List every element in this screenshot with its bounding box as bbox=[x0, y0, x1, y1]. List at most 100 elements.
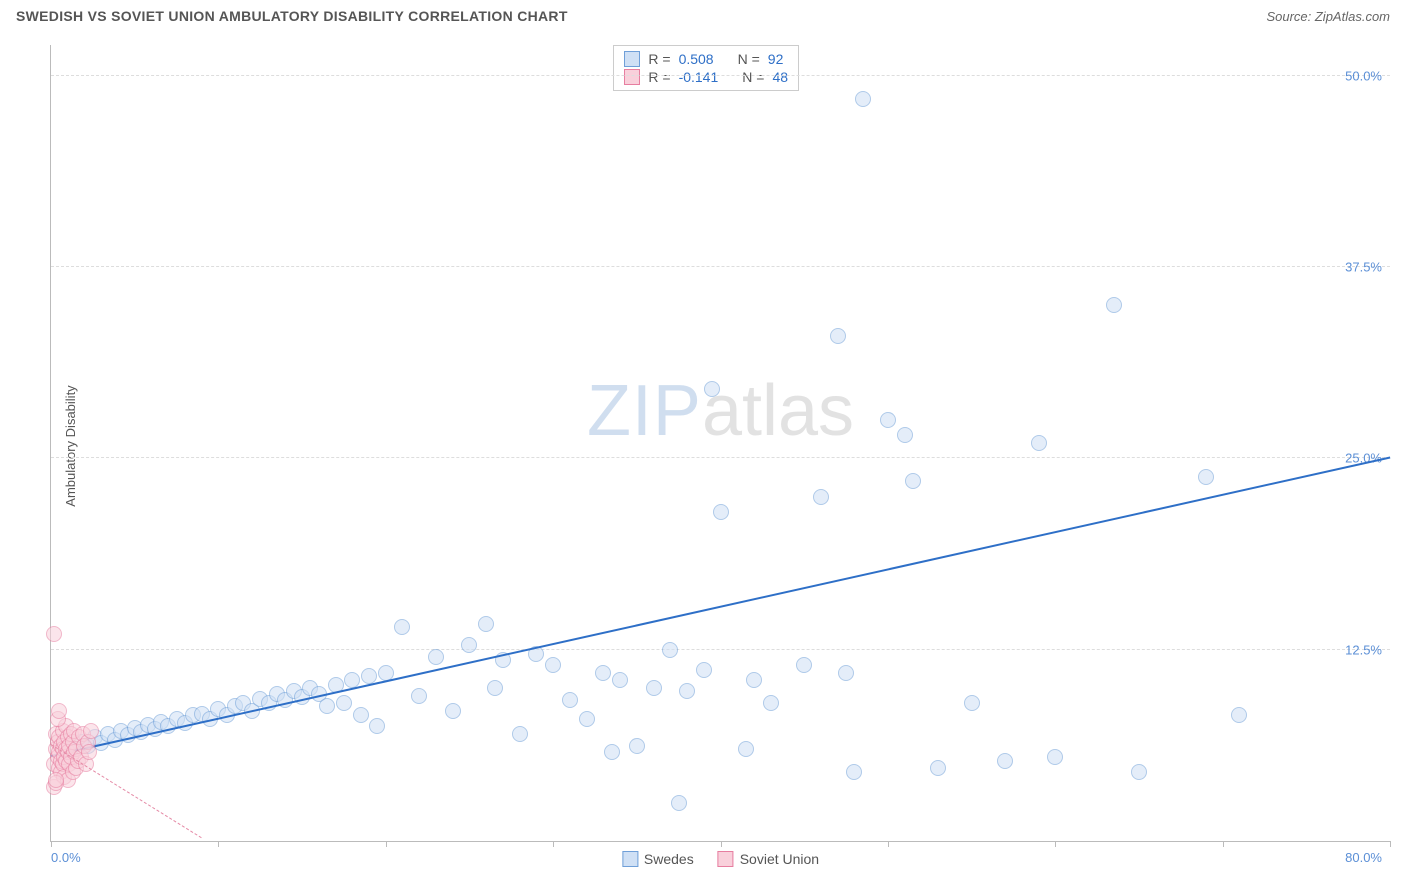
x-tick bbox=[721, 841, 722, 847]
data-point bbox=[428, 649, 444, 665]
legend-label-soviet: Soviet Union bbox=[740, 851, 819, 867]
x-tick bbox=[51, 841, 52, 847]
legend-label-swedes: Swedes bbox=[644, 851, 694, 867]
y-tick-label: 12.5% bbox=[1345, 642, 1382, 657]
gridline bbox=[51, 266, 1390, 267]
data-point bbox=[880, 412, 896, 428]
data-point bbox=[930, 760, 946, 776]
data-point bbox=[46, 626, 62, 642]
x-tick bbox=[386, 841, 387, 847]
n-label-1: N = bbox=[742, 69, 764, 85]
data-point bbox=[369, 718, 385, 734]
n-label-0: N = bbox=[738, 51, 760, 67]
swatch-swedes bbox=[624, 51, 640, 67]
legend-item-soviet: Soviet Union bbox=[718, 851, 819, 867]
r-val-0: 0.508 bbox=[679, 51, 714, 67]
x-min-label: 0.0% bbox=[51, 850, 81, 865]
data-point bbox=[512, 726, 528, 742]
data-point bbox=[1031, 435, 1047, 451]
r-label-1: R = bbox=[648, 69, 670, 85]
data-point bbox=[478, 616, 494, 632]
chart-title: SWEDISH VS SOVIET UNION AMBULATORY DISAB… bbox=[16, 8, 568, 24]
x-tick bbox=[553, 841, 554, 847]
data-point bbox=[897, 427, 913, 443]
data-point bbox=[595, 665, 611, 681]
data-point bbox=[1231, 707, 1247, 723]
r-val-1: -0.141 bbox=[679, 69, 719, 85]
gridline bbox=[51, 457, 1390, 458]
watermark: ZIPatlas bbox=[587, 370, 854, 452]
x-tick bbox=[1055, 841, 1056, 847]
data-point bbox=[353, 707, 369, 723]
data-point bbox=[846, 764, 862, 780]
data-point bbox=[746, 672, 762, 688]
data-point bbox=[461, 637, 477, 653]
data-point bbox=[671, 795, 687, 811]
legend: Swedes Soviet Union bbox=[622, 851, 819, 867]
data-point bbox=[51, 703, 67, 719]
watermark-atlas: atlas bbox=[702, 371, 854, 451]
data-point bbox=[604, 744, 620, 760]
stats-row-swedes: R = 0.508 N = 92 bbox=[624, 50, 788, 68]
data-point bbox=[445, 703, 461, 719]
chart-header: SWEDISH VS SOVIET UNION AMBULATORY DISAB… bbox=[0, 0, 1406, 28]
data-point bbox=[562, 692, 578, 708]
data-point bbox=[48, 772, 64, 788]
data-point bbox=[763, 695, 779, 711]
legend-item-swedes: Swedes bbox=[622, 851, 694, 867]
data-point bbox=[629, 738, 645, 754]
data-point bbox=[83, 723, 99, 739]
gridline bbox=[51, 649, 1390, 650]
data-point bbox=[81, 744, 97, 760]
data-point bbox=[713, 504, 729, 520]
data-point bbox=[579, 711, 595, 727]
stats-row-soviet: R = -0.141 N = 48 bbox=[624, 68, 788, 86]
data-point bbox=[1047, 749, 1063, 765]
watermark-zip: ZIP bbox=[587, 371, 702, 451]
trend-line bbox=[51, 744, 202, 838]
n-val-1: 48 bbox=[772, 69, 788, 85]
chart-area: ZIPatlas R = 0.508 N = 92 R = -0.141 N =… bbox=[50, 45, 1390, 842]
legend-swatch-soviet bbox=[718, 851, 734, 867]
data-point bbox=[830, 328, 846, 344]
y-tick-label: 50.0% bbox=[1345, 68, 1382, 83]
n-val-0: 92 bbox=[768, 51, 784, 67]
data-point bbox=[487, 680, 503, 696]
data-point bbox=[361, 668, 377, 684]
data-point bbox=[738, 741, 754, 757]
data-point bbox=[905, 473, 921, 489]
data-point bbox=[612, 672, 628, 688]
data-point bbox=[662, 642, 678, 658]
data-point bbox=[855, 91, 871, 107]
source-label: Source: ZipAtlas.com bbox=[1266, 9, 1390, 24]
x-max-label: 80.0% bbox=[1345, 850, 1382, 865]
data-point bbox=[997, 753, 1013, 769]
data-point bbox=[813, 489, 829, 505]
data-point bbox=[1198, 469, 1214, 485]
trend-line bbox=[51, 456, 1390, 756]
data-point bbox=[838, 665, 854, 681]
y-tick-label: 37.5% bbox=[1345, 259, 1382, 274]
data-point bbox=[646, 680, 662, 696]
data-point bbox=[336, 695, 352, 711]
data-point bbox=[796, 657, 812, 673]
data-point bbox=[1106, 297, 1122, 313]
data-point bbox=[964, 695, 980, 711]
data-point bbox=[696, 662, 712, 678]
x-tick bbox=[1223, 841, 1224, 847]
legend-swatch-swedes bbox=[622, 851, 638, 867]
x-tick bbox=[1390, 841, 1391, 847]
data-point bbox=[545, 657, 561, 673]
x-tick bbox=[218, 841, 219, 847]
data-point bbox=[1131, 764, 1147, 780]
data-point bbox=[704, 381, 720, 397]
plot-region: ZIPatlas R = 0.508 N = 92 R = -0.141 N =… bbox=[50, 45, 1390, 842]
gridline bbox=[51, 75, 1390, 76]
data-point bbox=[394, 619, 410, 635]
stats-box: R = 0.508 N = 92 R = -0.141 N = 48 bbox=[613, 45, 799, 91]
swatch-soviet bbox=[624, 69, 640, 85]
data-point bbox=[679, 683, 695, 699]
x-tick bbox=[888, 841, 889, 847]
data-point bbox=[319, 698, 335, 714]
data-point bbox=[411, 688, 427, 704]
